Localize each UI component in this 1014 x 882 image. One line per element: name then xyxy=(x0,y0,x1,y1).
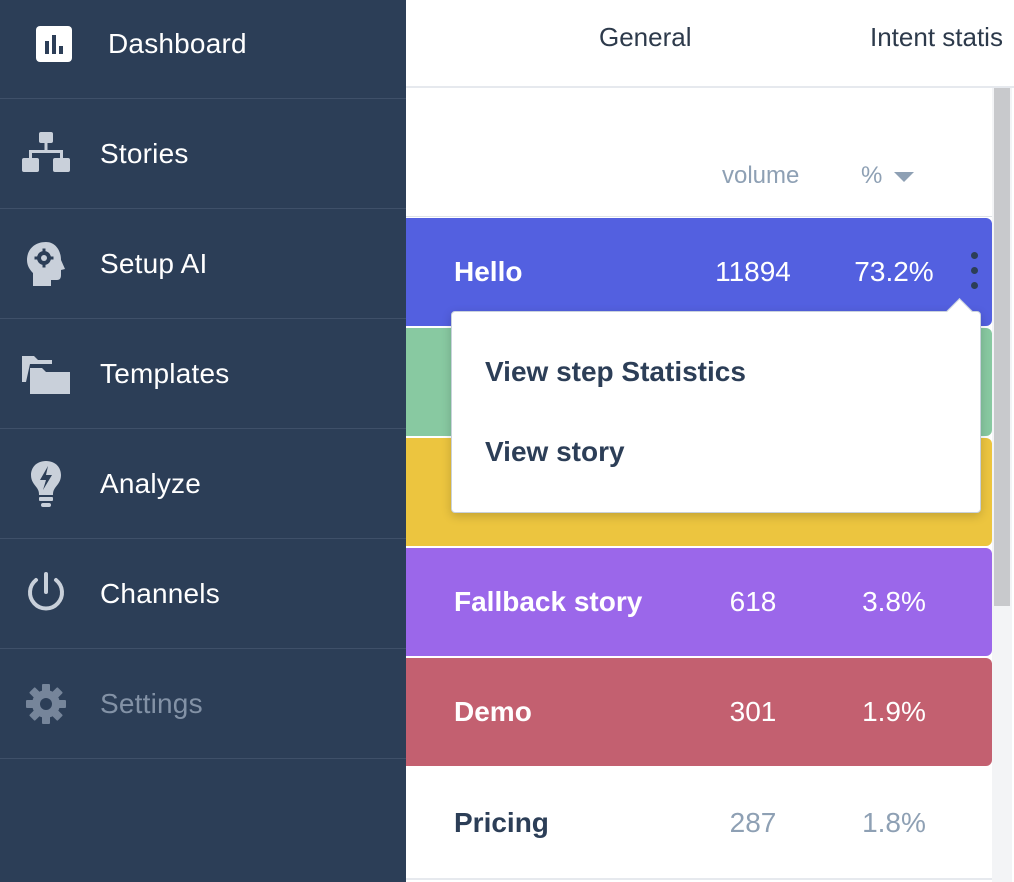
sidebar-item-templates[interactable]: Templates xyxy=(0,320,406,429)
row-volume: 11894 xyxy=(715,256,791,287)
gear-icon xyxy=(22,680,70,728)
row-percent: 73.2% xyxy=(854,256,934,287)
sidebar-item-channels[interactable]: Channels xyxy=(0,540,406,649)
ai-head-icon xyxy=(22,240,70,288)
lightbulb-icon xyxy=(22,460,70,508)
tab-intent-statistics[interactable]: Intent statis xyxy=(870,22,1003,52)
table-row[interactable]: Demo 301 1.9% xyxy=(406,658,992,766)
tab-general[interactable]: General xyxy=(599,22,692,52)
sidebar-item-label: Stories xyxy=(100,138,189,169)
main-content: General Intent statis volume % Hello 118… xyxy=(406,0,1014,882)
row-volume: 287 xyxy=(729,807,777,838)
power-icon xyxy=(22,570,70,618)
row-percent: 3.8% xyxy=(862,586,926,617)
row-volume: 618 xyxy=(729,586,777,617)
sidebar-item-label: Channels xyxy=(100,578,220,609)
sidebar-item-label: Dashboard xyxy=(108,28,247,59)
folders-icon xyxy=(22,350,70,398)
sidebar-item-stories[interactable]: Stories xyxy=(0,100,406,209)
more-options-icon[interactable] xyxy=(964,252,984,292)
sitemap-icon xyxy=(22,130,70,178)
table-row[interactable]: Hello 11894 73.2% xyxy=(406,218,992,326)
row-volume: 301 xyxy=(729,696,777,727)
tab-bar: General Intent statis xyxy=(406,0,1014,88)
scrollbar[interactable] xyxy=(992,88,1012,882)
column-header-percent[interactable]: % xyxy=(861,162,883,189)
row-percent: 1.8% xyxy=(862,807,926,838)
row-options-menu: View step Statistics View story xyxy=(451,298,981,513)
menu-item-view-story[interactable]: View story xyxy=(485,436,625,467)
sidebar-item-label: Settings xyxy=(100,688,203,719)
row-name: Pricing xyxy=(454,807,549,838)
sidebar-item-label: Setup AI xyxy=(100,248,208,279)
sidebar-item-label: Templates xyxy=(100,358,230,389)
table-row[interactable]: Pricing 287 1.8% xyxy=(406,768,992,880)
sidebar-item-settings[interactable]: Settings xyxy=(0,650,406,759)
sidebar-item-analyze[interactable]: Analyze xyxy=(0,430,406,539)
scrollbar-thumb[interactable] xyxy=(994,88,1010,606)
sidebar: Dashboard Stories xyxy=(0,0,406,882)
row-name: Hello xyxy=(454,256,523,287)
row-name: Fallback story xyxy=(454,586,643,617)
table-row[interactable]: Fallback story 618 3.8% xyxy=(406,548,992,656)
sort-descending-icon[interactable] xyxy=(894,172,914,182)
column-header-volume[interactable]: volume xyxy=(722,162,800,189)
sidebar-item-label: Analyze xyxy=(100,468,202,499)
row-percent: 1.9% xyxy=(862,696,926,727)
bar-chart-icon xyxy=(36,26,72,62)
row-name: Demo xyxy=(454,696,532,727)
divider xyxy=(406,216,992,217)
sidebar-item-setup-ai[interactable]: Setup AI xyxy=(0,210,406,319)
sidebar-item-dashboard[interactable]: Dashboard xyxy=(0,0,406,99)
menu-item-view-step-statistics[interactable]: View step Statistics xyxy=(485,356,746,387)
